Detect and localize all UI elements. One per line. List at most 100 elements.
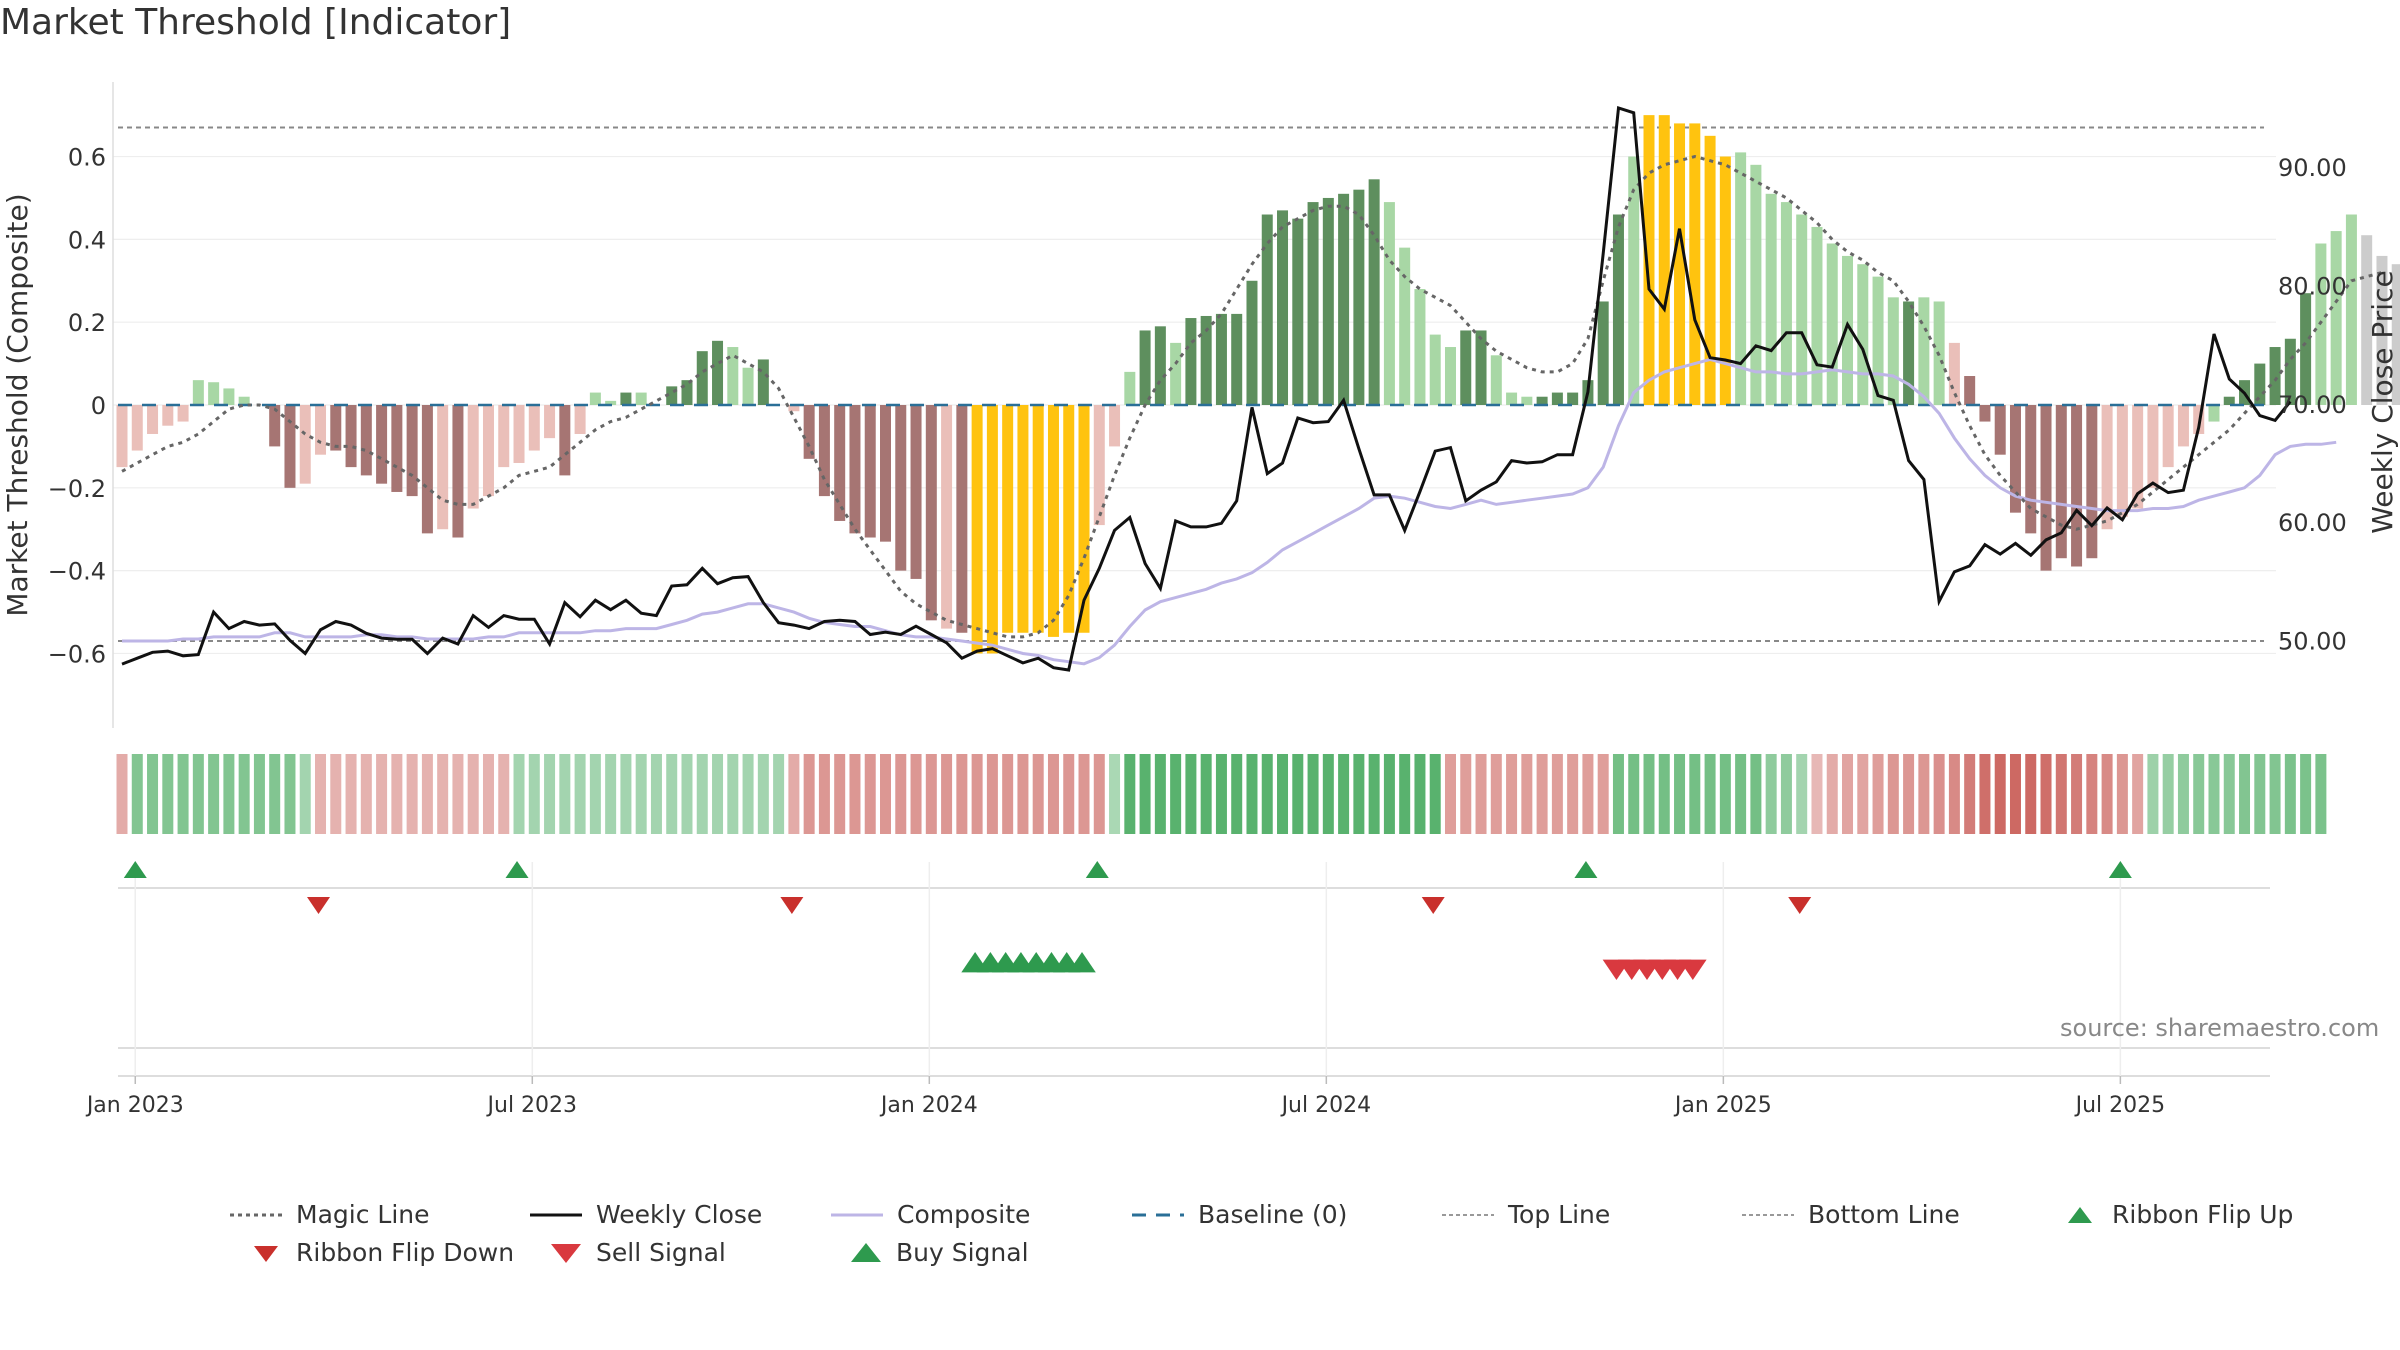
ribbon-cell	[1490, 754, 1502, 834]
composite-bar	[1200, 315, 1212, 405]
composite-bar	[1231, 313, 1243, 405]
ribbon-cell	[1139, 754, 1151, 834]
ribbon-cell	[2025, 754, 2037, 834]
composite-bar	[559, 405, 571, 476]
composite-bar	[238, 396, 250, 405]
ribbon-cell	[864, 754, 876, 834]
sell-signal-marker	[1679, 959, 1707, 980]
ribbon-cell	[208, 754, 220, 834]
composite-bar	[2361, 235, 2373, 405]
ribbon-cell	[2208, 754, 2220, 834]
ribbon-cell	[299, 754, 311, 834]
ribbon-cell	[1674, 754, 1686, 834]
composite-bar	[1109, 405, 1121, 447]
composite-bar	[1368, 179, 1380, 405]
composite-bar	[712, 340, 724, 405]
composite-bar	[1139, 330, 1151, 405]
composite-bar	[467, 405, 479, 509]
ribbon-cell	[1842, 754, 1854, 834]
composite-bar	[376, 405, 388, 484]
ribbon-cell	[1765, 754, 1777, 834]
composite-bar	[2086, 405, 2098, 559]
composite-bar	[1460, 330, 1472, 405]
composite-bar	[1506, 392, 1518, 405]
left-tick-label: 0.2	[68, 309, 106, 337]
composite-bar	[1674, 123, 1686, 406]
legend-swatch-baseline	[1132, 1213, 1184, 1216]
ribbon-cell	[1780, 754, 1792, 834]
ribbon-cell	[544, 754, 556, 834]
composite-bar	[2254, 363, 2266, 405]
left-tick-label: −0.4	[48, 558, 106, 586]
legend-item-bottom-line: Bottom Line	[1740, 1200, 1960, 1229]
ribbon-cell	[498, 754, 510, 834]
composite-bar	[177, 405, 189, 422]
composite-bar	[192, 380, 204, 405]
composite-bar	[1047, 405, 1059, 637]
ribbon-cell	[1857, 754, 1869, 834]
ribbon-flip-down-marker	[1788, 897, 1812, 914]
ribbon-cell	[1047, 754, 1059, 834]
ribbon-cell	[1643, 754, 1655, 834]
composite-bar	[895, 405, 907, 571]
legend-item-ribbon-flip-up: Ribbon Flip Up	[2060, 1200, 2293, 1229]
ribbon-cell	[1948, 754, 1960, 834]
composite-bar	[574, 405, 586, 434]
ribbon-cell	[925, 754, 937, 834]
composite-bar	[2116, 405, 2128, 517]
composite-bar	[2177, 405, 2189, 447]
ribbon-cell	[1597, 754, 1609, 834]
ribbon-cell	[757, 754, 769, 834]
composite-bar	[482, 405, 494, 497]
composite-bar	[1353, 189, 1365, 405]
legend-swatch-magic-line	[230, 1213, 282, 1216]
ribbon-cell	[956, 754, 968, 834]
composite-bar	[1215, 313, 1227, 405]
composite-bar	[1338, 193, 1350, 405]
composite-bar	[1887, 297, 1899, 405]
composite-bar	[1796, 214, 1808, 405]
ribbon-cell	[2315, 754, 2327, 834]
legend-row-1: Magic Line Weekly Close Composite Baseli…	[228, 1200, 2388, 1238]
ribbon-cell	[1353, 754, 1365, 834]
composite-bar	[2223, 396, 2235, 405]
composite-bar	[162, 405, 174, 426]
chart-title: Market Threshold [Indicator]	[0, 2, 512, 43]
ribbon-cell	[696, 754, 708, 834]
ribbon-cell	[834, 754, 846, 834]
composite-bar	[2391, 264, 2400, 405]
composite-bar	[1429, 334, 1441, 405]
ribbon-flip-up-marker	[2108, 861, 2132, 878]
left-tick-label: −0.6	[48, 640, 106, 668]
composite-bar	[1612, 214, 1624, 405]
legend-label-ribbon-flip-down: Ribbon Flip Down	[296, 1238, 515, 1267]
composite-bar	[1689, 123, 1701, 406]
ribbon-cell	[177, 754, 189, 834]
ribbon-cell	[1872, 754, 1884, 834]
composite-bar	[2101, 405, 2113, 530]
ribbon-cell	[1109, 754, 1121, 834]
ribbon-cell	[1658, 754, 1670, 834]
ribbon-cell	[1628, 754, 1640, 834]
ribbon-cell	[2132, 754, 2144, 834]
ribbon-cell	[1735, 754, 1747, 834]
composite-bar	[2284, 338, 2296, 405]
composite-bar	[1521, 396, 1533, 405]
ribbon-cell	[650, 754, 662, 834]
composite-bar	[605, 400, 617, 405]
composite-bar	[1154, 326, 1166, 405]
composite-bar	[910, 405, 922, 579]
ribbon-cell	[1964, 754, 1976, 834]
composite-bar	[1002, 405, 1014, 633]
ribbon-cell	[1582, 754, 1594, 834]
legend-swatch-top-line	[1442, 1213, 1494, 1216]
composite-bar	[1551, 392, 1563, 405]
composite-bar	[620, 392, 632, 405]
composite-bar	[2147, 405, 2159, 488]
composite-bar	[498, 405, 510, 468]
ribbon-cell	[2086, 754, 2098, 834]
composite-bar	[391, 405, 403, 492]
composite-bar	[1704, 135, 1716, 406]
composite-bar	[956, 405, 968, 633]
